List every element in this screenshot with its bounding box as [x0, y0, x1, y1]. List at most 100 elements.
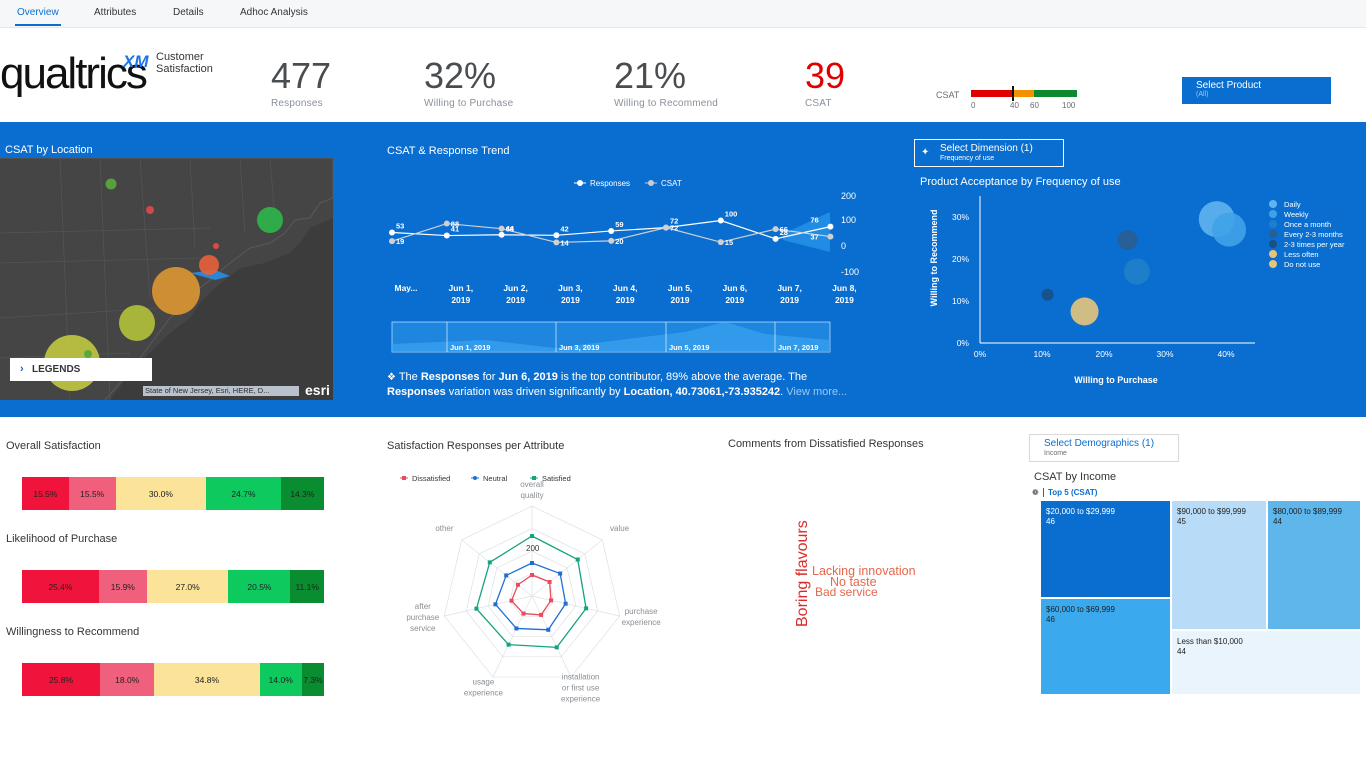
bar-segment[interactable]: 20.5%: [228, 570, 291, 603]
word: No taste: [830, 575, 877, 589]
legend-item: Daily: [1284, 200, 1301, 209]
bar-segment[interactable]: 7.3%: [301, 663, 324, 696]
radar-point: [506, 642, 511, 647]
trend-point: [717, 217, 724, 224]
treemap-cell[interactable]: $60,000 to $69,999 46: [1041, 599, 1170, 694]
legend-marker: [1269, 260, 1277, 268]
radar-axis-label: purchase: [406, 613, 439, 622]
kpi-csat-value: 39: [805, 55, 846, 96]
x-tick-label: May...: [395, 283, 418, 293]
bar-segment[interactable]: 25.4%: [22, 570, 99, 603]
narrative-text: The: [398, 371, 421, 383]
radar-axis-label: installation: [562, 673, 600, 682]
legend-neutral: Neutral: [483, 474, 508, 483]
bar-segment[interactable]: 27.0%: [146, 570, 229, 603]
trend-data-label: 44: [506, 224, 515, 233]
select-product-button[interactable]: Select Product (All): [1182, 77, 1331, 104]
tab-overview[interactable]: Overview: [15, 7, 61, 26]
likelihood-purchase-bar[interactable]: 25.4% 15.9% 27.0% 20.5% 11.1%: [22, 570, 324, 603]
trend-data-label: 15: [725, 238, 733, 247]
legends-button[interactable]: › LEGENDS: [10, 358, 152, 381]
treemap-cell[interactable]: $20,000 to $29,999 46: [1041, 501, 1170, 597]
radar-chart[interactable]: Dissatisfied Neutral Satisfied overall qu…: [385, 468, 685, 703]
radar-axis-label: after: [415, 602, 431, 611]
radar-axis-label: other: [435, 524, 454, 533]
bar-segment[interactable]: 25.8%: [22, 663, 100, 696]
gauge-tick: 100: [1062, 101, 1076, 110]
navigator-label: Jun 3, 2019: [559, 343, 599, 352]
scatter-chart[interactable]: 30% 20% 10% 0% 0% 10% 20% 30% 40% Willin…: [920, 190, 1360, 390]
tab-details[interactable]: Details: [173, 7, 204, 18]
map-attribution: State of New Jersey, Esri, HERE, D...: [143, 386, 299, 396]
gauge-tick: 0: [971, 101, 976, 110]
treemap-cell[interactable]: $90,000 to $99,999 45: [1172, 501, 1266, 629]
x-tick-label: 2019: [835, 295, 854, 305]
narrative-text: variation was driven significantly by: [445, 386, 624, 398]
select-demographics-value: Income: [1044, 450, 1067, 457]
view-more-link[interactable]: View more...: [786, 386, 848, 398]
bar-segment[interactable]: 15.5%: [22, 477, 69, 510]
treemap-cell[interactable]: $80,000 to $89,999 44: [1268, 501, 1360, 629]
page-subtitle-line1: Customer: [156, 51, 204, 63]
word-cloud[interactable]: Boring flavours Lacking innovation No ta…: [780, 495, 970, 635]
legend-marker: [1269, 220, 1277, 228]
treemap-filter[interactable]: Top 5 (CSAT): [1043, 488, 1097, 497]
radar-point: [521, 611, 526, 616]
bar-segment[interactable]: 15.9%: [98, 570, 147, 603]
trend-data-label: 28: [780, 228, 788, 237]
trend-point: [772, 226, 779, 233]
scatter-point: [1123, 258, 1150, 285]
bar-segment[interactable]: 34.8%: [154, 663, 260, 696]
trend-point: [827, 233, 834, 240]
comments-title: Comments from Dissatisfied Responses: [728, 438, 924, 450]
tab-adhoc-analysis[interactable]: Adhoc Analysis: [240, 7, 308, 18]
x-tick-label: 2019: [671, 295, 690, 305]
x-tick-label: Jun 6,: [723, 283, 748, 293]
radar-point: [514, 626, 519, 631]
tab-attributes[interactable]: Attributes: [94, 7, 137, 18]
overall-satisfaction-bar[interactable]: 15.5% 15.5% 30.0% 24.7% 14.3%: [22, 477, 324, 510]
treemap-cell[interactable]: Less than $10,000 44: [1172, 631, 1360, 694]
radar-series-satisfied: [475, 535, 587, 649]
trend-chart[interactable]: Responses CSAT 200 100 0 -100 53 41 44 42 59…: [385, 172, 865, 362]
x-tick-label: Jun 4,: [613, 283, 638, 293]
narrative-text: for: [479, 371, 499, 383]
select-dimension-button[interactable]: ✦ Select Dimension (1) Frequency of use: [914, 139, 1064, 167]
radar-point: [515, 582, 520, 587]
bar-segment[interactable]: 18.0%: [99, 663, 155, 696]
x-tick-label: Jun 5,: [668, 283, 693, 293]
cell-value: 45: [1177, 517, 1186, 526]
x-tick-label: 2019: [451, 295, 470, 305]
y-tick: 20%: [952, 254, 969, 264]
cell-value: 46: [1046, 517, 1055, 526]
trend-data-label: 53: [396, 221, 404, 230]
trend-data-label: 19: [396, 237, 404, 246]
legend-marker: [1269, 210, 1277, 218]
x-tick: 10%: [1033, 349, 1050, 359]
cell-value: 46: [1046, 615, 1055, 624]
trend-navigator[interactable]: Jun 1, 2019 Jun 3, 2019 Jun 5, 2019 Jun …: [391, 321, 831, 353]
tab-bar: Overview Attributes Details Adhoc Analys…: [0, 0, 1366, 28]
cell-label: Less than $10,000: [1177, 637, 1243, 646]
bar-segment[interactable]: 14.3%: [280, 477, 324, 510]
narrative-location: Location, 40.73061,-73.935242: [623, 386, 781, 398]
bar-segment[interactable]: 14.0%: [259, 663, 302, 696]
narrative-measure: Responses: [420, 371, 480, 383]
bar-segment[interactable]: 15.5%: [68, 477, 116, 510]
trend-data-label: 37: [810, 233, 818, 242]
scatter-point: [1212, 212, 1247, 247]
bar-segment[interactable]: 30.0%: [115, 477, 207, 510]
bar-segment[interactable]: 11.1%: [290, 570, 324, 603]
x-axis-label: Willing to Purchase: [1074, 375, 1157, 385]
select-demographics-button[interactable]: Select Demographics (1) Income: [1029, 434, 1179, 462]
scatter-title: Product Acceptance by Frequency of use: [920, 176, 1121, 188]
willingness-recommend-bar[interactable]: 25.8% 18.0% 34.8% 14.0% 7.3%: [22, 663, 324, 696]
trend-data-label: 14: [560, 238, 569, 247]
scatter-point: [1117, 230, 1138, 251]
x-tick: 20%: [1095, 349, 1112, 359]
bar-segment[interactable]: 24.7%: [206, 477, 281, 510]
radar-point: [554, 645, 559, 650]
esri-logo: esri: [305, 382, 330, 398]
legend-marker: [1269, 200, 1277, 208]
trend-point: [498, 231, 505, 238]
